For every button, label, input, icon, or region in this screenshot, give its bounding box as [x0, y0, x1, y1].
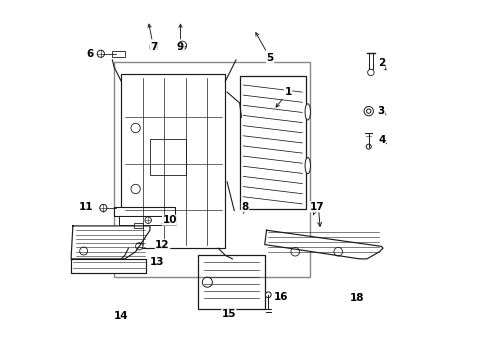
Polygon shape [71, 226, 150, 259]
Text: 1: 1 [276, 87, 292, 107]
Circle shape [97, 50, 104, 57]
Bar [112, 51, 125, 57]
Circle shape [149, 43, 157, 51]
Bar [122, 74, 225, 248]
Circle shape [136, 243, 143, 250]
Text: 12: 12 [155, 239, 170, 249]
Ellipse shape [305, 104, 311, 120]
Text: 18: 18 [350, 293, 364, 303]
Circle shape [145, 217, 151, 224]
Text: 14: 14 [114, 311, 128, 321]
Circle shape [80, 247, 88, 255]
Text: 11: 11 [79, 202, 94, 212]
Bar [240, 76, 306, 209]
Circle shape [291, 247, 299, 256]
Bar [368, 53, 373, 69]
Bar [114, 62, 310, 277]
Circle shape [100, 204, 107, 212]
Circle shape [334, 247, 343, 256]
Bar [198, 255, 265, 309]
Text: 17: 17 [309, 202, 324, 215]
Text: 9: 9 [177, 24, 184, 52]
Bar [119, 216, 176, 225]
Circle shape [266, 292, 271, 298]
Bar [114, 207, 175, 216]
Text: 4: 4 [378, 135, 386, 145]
Polygon shape [265, 230, 383, 259]
Circle shape [131, 184, 140, 194]
Text: 10: 10 [162, 215, 177, 225]
Circle shape [366, 144, 371, 149]
Circle shape [131, 123, 140, 133]
Text: 13: 13 [150, 257, 164, 267]
Text: 15: 15 [221, 310, 236, 319]
Text: 3: 3 [378, 106, 386, 116]
Text: 8: 8 [242, 202, 248, 213]
Bar [134, 223, 143, 228]
Polygon shape [71, 259, 147, 273]
Circle shape [364, 107, 373, 116]
Text: 16: 16 [273, 292, 288, 302]
Ellipse shape [305, 158, 311, 174]
Text: 6: 6 [86, 49, 94, 59]
Circle shape [368, 69, 374, 76]
Bar [150, 139, 186, 175]
Circle shape [178, 41, 187, 50]
Text: 7: 7 [148, 24, 157, 52]
Text: 5: 5 [256, 33, 274, 63]
Circle shape [202, 277, 212, 287]
Text: 2: 2 [378, 58, 386, 70]
Circle shape [367, 109, 371, 113]
